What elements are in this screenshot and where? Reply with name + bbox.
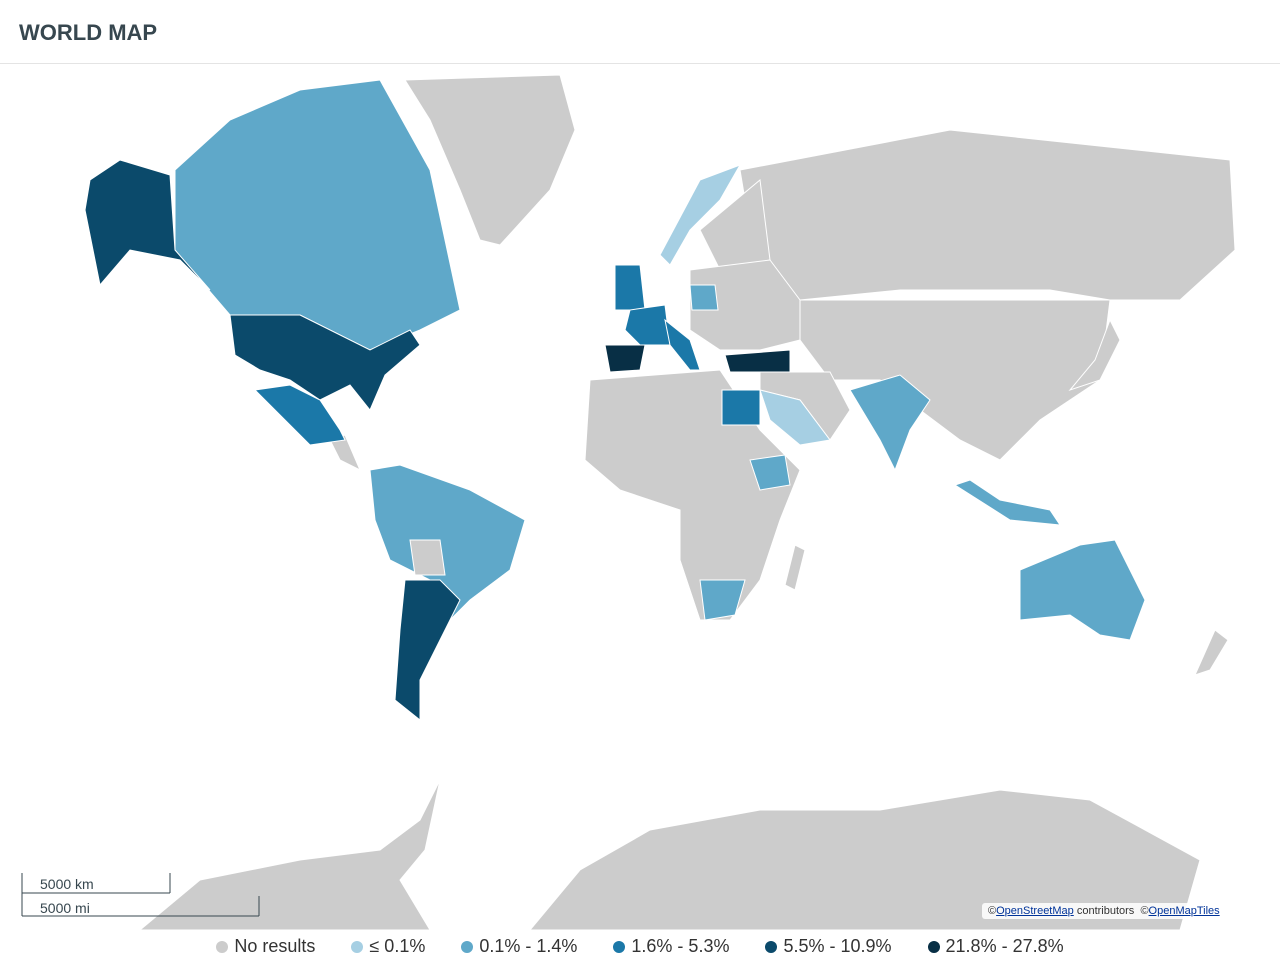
greenland <box>404 74 576 246</box>
indonesia <box>953 479 1062 526</box>
legend-swatch <box>613 940 626 953</box>
norway <box>659 164 742 266</box>
south-america <box>369 464 526 621</box>
alaska <box>84 159 211 291</box>
legend-swatch <box>765 940 778 953</box>
madagascar <box>784 544 806 591</box>
usa <box>229 314 421 411</box>
japan <box>1068 318 1121 392</box>
uk <box>614 264 646 311</box>
attribution-text: contributors <box>1076 905 1135 917</box>
legend-item: No results <box>216 936 315 957</box>
legend-label: ≤ 0.1% <box>369 936 426 956</box>
bolivia <box>409 539 446 576</box>
india <box>849 374 931 472</box>
legend-label: 1.6% - 5.3% <box>631 936 730 956</box>
legend: No results ≤ 0.1% 0.1% - 1.4% 1.6% - 5.3% 5.… <box>0 936 1280 957</box>
australia <box>1019 539 1146 641</box>
new-zealand <box>1194 629 1229 676</box>
legend-item: 0.1% - 1.4% <box>461 936 577 957</box>
omt-link[interactable]: OpenMapTiles <box>1148 905 1220 917</box>
eastern-europe <box>689 259 801 351</box>
header-title: WORLD MAP <box>0 0 1280 64</box>
world-map: 5000 km 5000 mi <box>21 74 1236 931</box>
antarctica-east <box>528 789 1201 931</box>
turkey <box>724 349 791 373</box>
legend-swatch <box>216 940 229 953</box>
legend-item: 1.6% - 5.3% <box>613 936 729 957</box>
legend-item: 21.8% - 27.8% <box>927 936 1064 957</box>
france <box>624 304 671 346</box>
argentina <box>394 579 461 722</box>
canada <box>174 79 461 351</box>
scale-bar <box>21 873 260 917</box>
mexico <box>253 384 346 446</box>
legend-label: 5.5% - 10.9% <box>783 936 892 956</box>
osm-link[interactable]: OpenStreetMap <box>996 905 1074 917</box>
legend-label: No results <box>234 936 316 956</box>
italy <box>664 318 701 371</box>
legend-swatch <box>927 940 940 953</box>
copyright: © <box>988 905 997 917</box>
legend-label: 21.8% - 27.8% <box>945 936 1064 956</box>
saudi-arabia <box>759 389 831 446</box>
legend-label: 0.1% - 1.4% <box>479 936 578 956</box>
legend-swatch <box>351 940 364 953</box>
africa <box>584 369 801 621</box>
poland <box>689 284 719 311</box>
attribution: ©OpenStreetMap contributors ©OpenMapTile… <box>982 903 1226 919</box>
copyright: © <box>1140 905 1149 917</box>
asia <box>799 299 1111 461</box>
antarctica-west <box>138 779 441 931</box>
egypt <box>721 389 761 426</box>
legend-swatch <box>461 940 474 953</box>
russia <box>739 129 1236 301</box>
legend-item: ≤ 0.1% <box>351 936 425 957</box>
scale-mi: 5000 mi <box>40 900 90 916</box>
spain <box>604 344 646 373</box>
south-africa <box>699 579 746 621</box>
ethiopia <box>749 454 791 491</box>
scale-km: 5000 km <box>40 876 94 892</box>
legend-item: 5.5% - 10.9% <box>765 936 892 957</box>
